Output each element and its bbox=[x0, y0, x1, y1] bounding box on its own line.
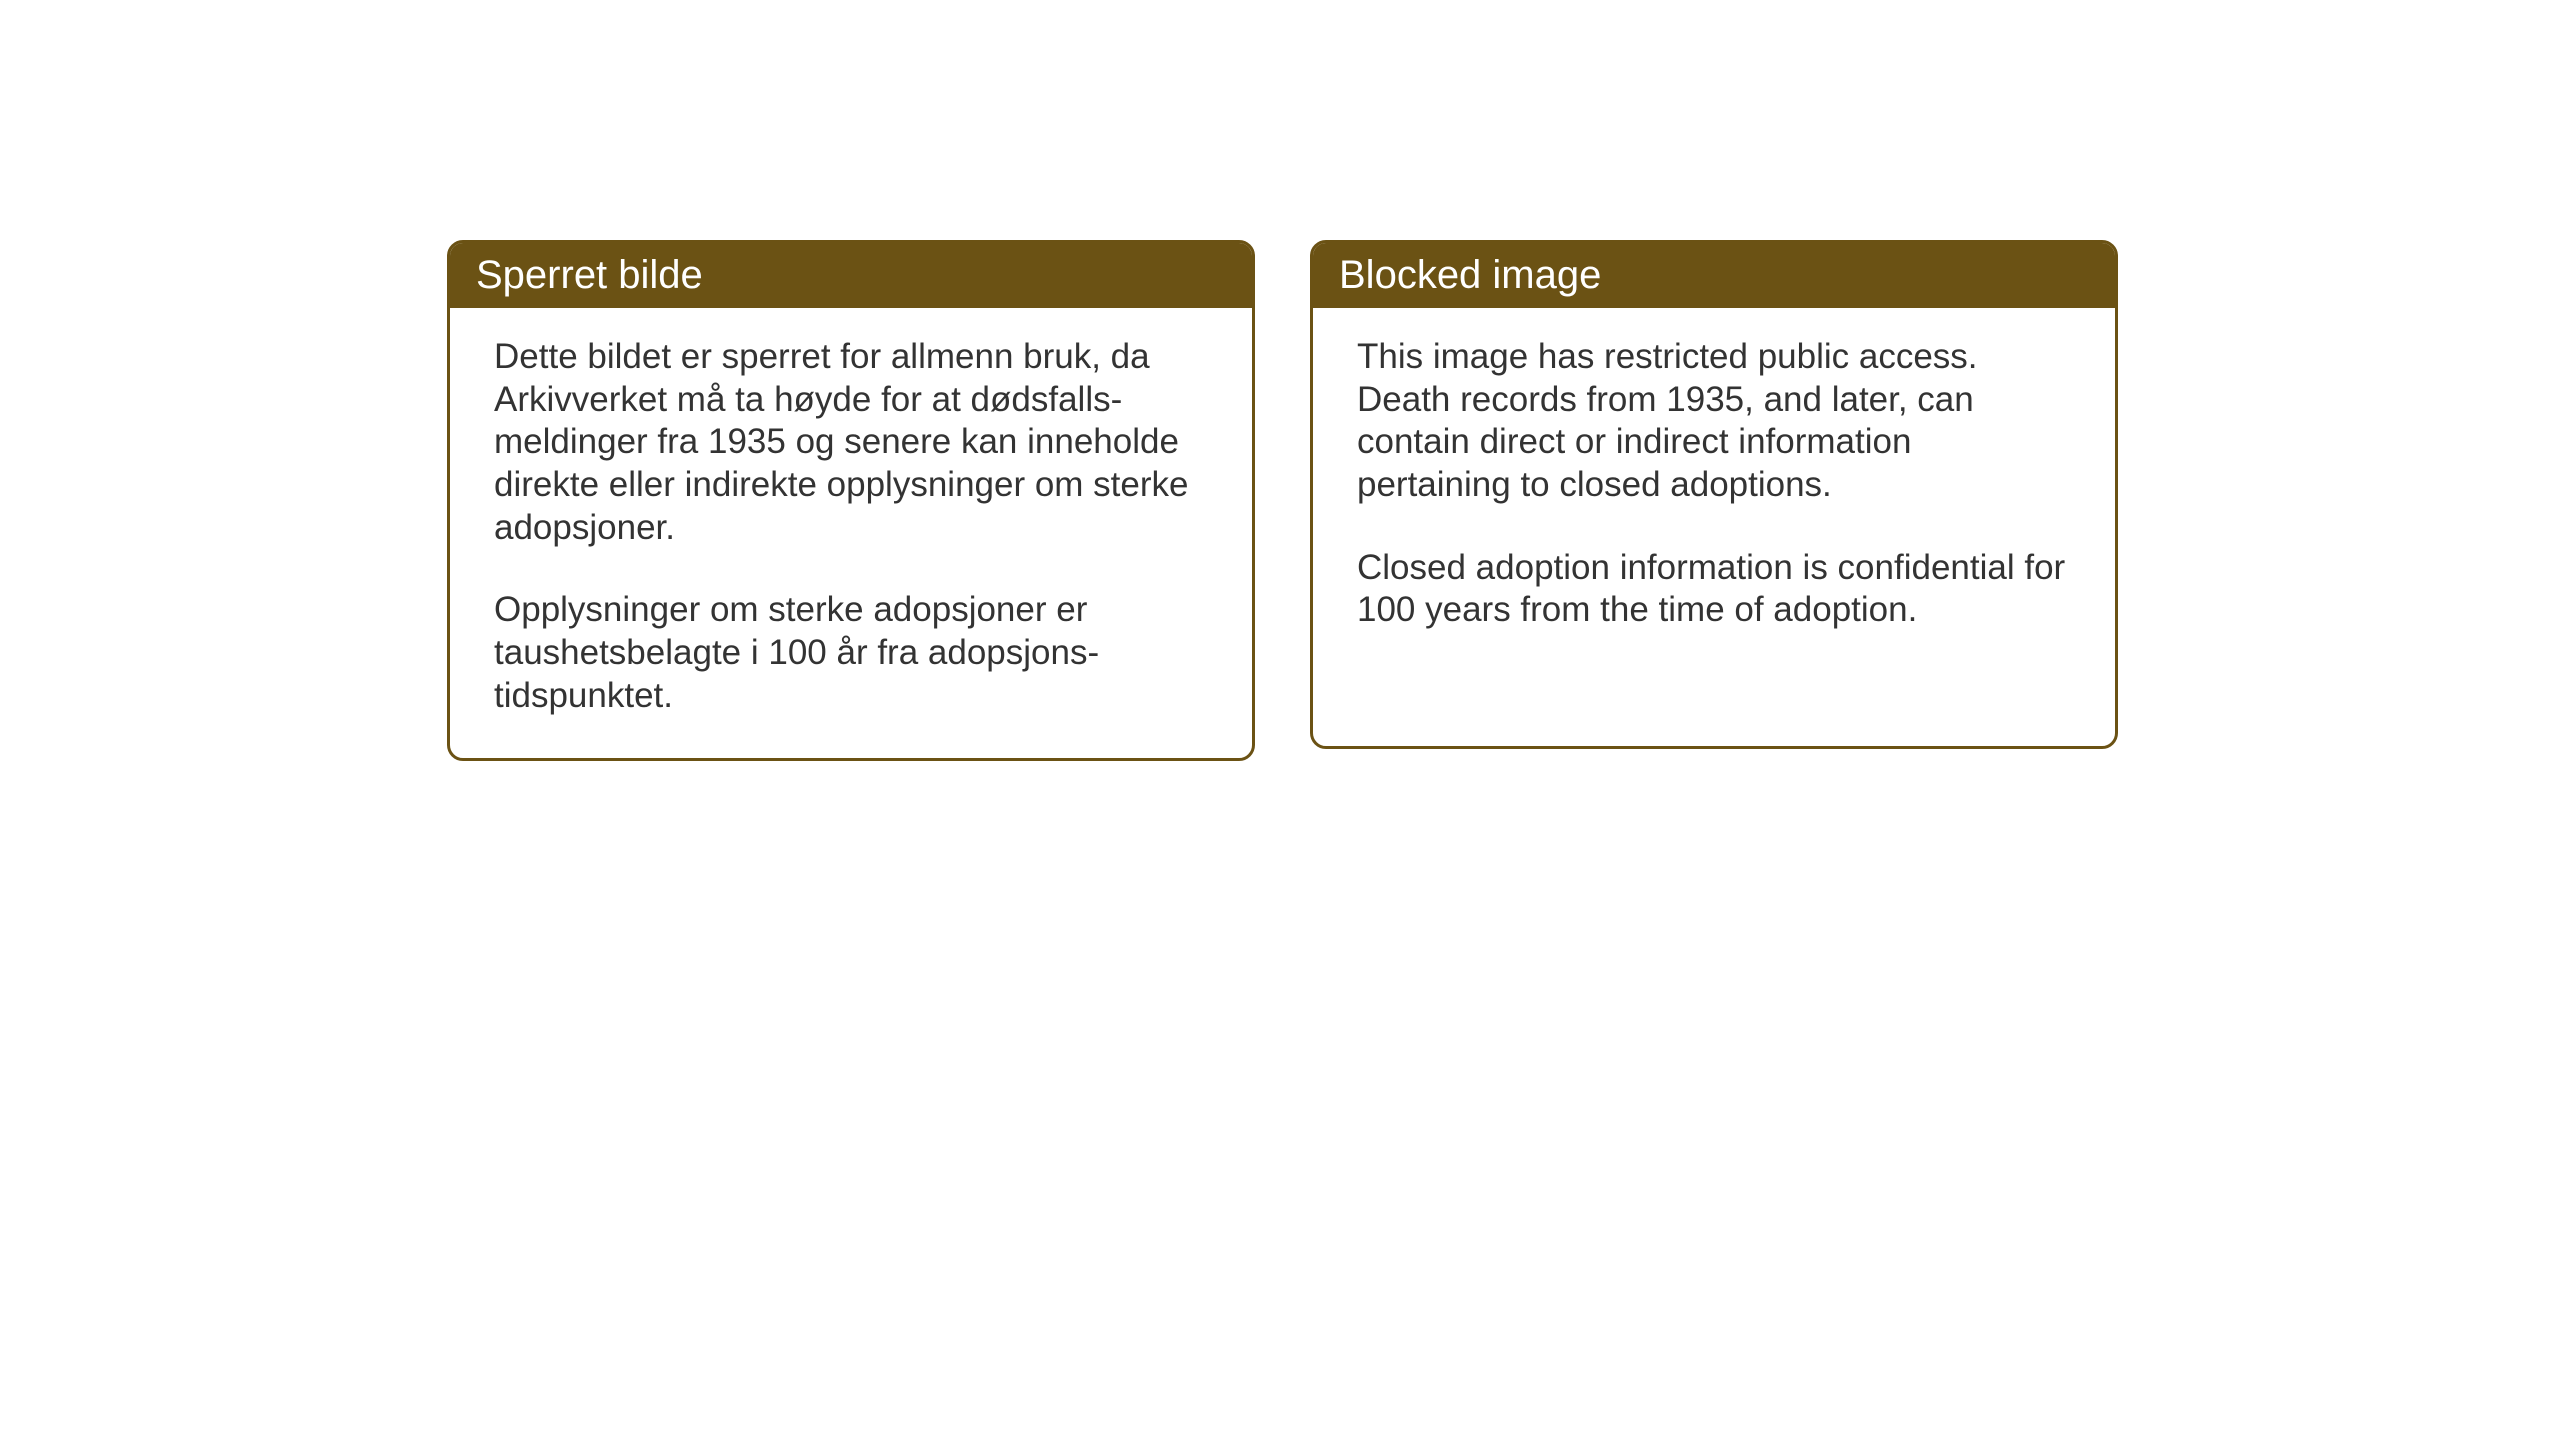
card-english-paragraph-2: Closed adoption information is confident… bbox=[1357, 547, 2071, 632]
card-english-title: Blocked image bbox=[1339, 253, 1601, 297]
card-norwegian-title: Sperret bilde bbox=[476, 253, 703, 297]
card-english-body: This image has restricted public access.… bbox=[1313, 308, 2115, 672]
card-english: Blocked image This image has restricted … bbox=[1310, 240, 2118, 749]
card-norwegian-header: Sperret bilde bbox=[450, 243, 1252, 308]
card-norwegian-paragraph-2: Opplysninger om sterke adopsjoner er tau… bbox=[494, 589, 1208, 717]
card-english-paragraph-1: This image has restricted public access.… bbox=[1357, 336, 2071, 507]
card-norwegian-body: Dette bildet er sperret for allmenn bruk… bbox=[450, 308, 1252, 758]
card-norwegian: Sperret bilde Dette bildet er sperret fo… bbox=[447, 240, 1255, 761]
cards-container: Sperret bilde Dette bildet er sperret fo… bbox=[447, 240, 2118, 761]
card-english-header: Blocked image bbox=[1313, 243, 2115, 308]
card-norwegian-paragraph-1: Dette bildet er sperret for allmenn bruk… bbox=[494, 336, 1208, 549]
